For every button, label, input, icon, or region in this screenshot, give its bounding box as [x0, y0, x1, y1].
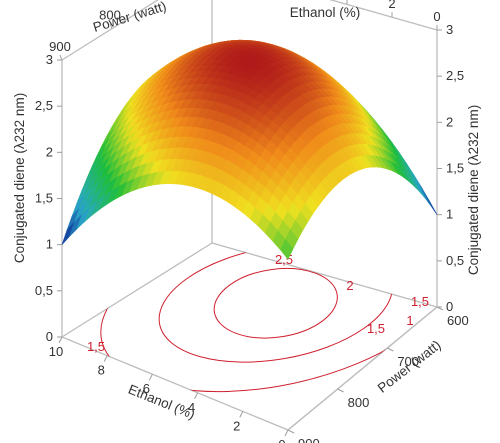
left-z-tick-label: 0	[46, 329, 53, 344]
contour-level-label: 1,5	[411, 294, 429, 309]
front-power-tick-label: 600	[447, 313, 469, 328]
back-power-tick-label: 800	[99, 8, 121, 23]
back-power-axis-title: Power (watt)	[91, 0, 168, 35]
frame-edge	[211, 242, 438, 308]
right-z-tick-label: 3	[446, 22, 453, 37]
power-tick-mark	[387, 347, 394, 352]
contour-labels: 2,521,511,51,5	[87, 252, 429, 354]
frame-edge	[61, 0, 159, 61]
contour-line	[213, 267, 338, 339]
ethanol-tick-mark	[194, 392, 199, 400]
contour-line	[100, 243, 437, 393]
response-surface	[61, 39, 438, 260]
contour-level-label: 1,5	[87, 339, 105, 354]
right-z-axis-title: Conjugated diene (λ232 nm)	[466, 105, 481, 275]
frame-edge	[61, 336, 289, 431]
front-power-tick-label: 700	[397, 354, 419, 369]
left-z-tick-label: 1,5	[35, 191, 53, 206]
front-power-tick-label: 900	[298, 436, 320, 443]
right-z-tick-label: 1	[446, 207, 453, 222]
back-ethanol-axis-title: Ethanol (%)	[290, 5, 361, 20]
left-z-tick-label: 3	[46, 52, 53, 67]
front-ethanol-tick-label: 2	[233, 418, 240, 433]
contour-level-label: 2	[346, 278, 353, 293]
right-z-tick-label: 2	[446, 114, 453, 129]
ethanol-tick-mark	[284, 429, 289, 437]
front-ethanol-tick-label: 8	[98, 363, 105, 378]
ethanol-tick-mark	[103, 355, 108, 362]
back-power-tick-label: 900	[49, 39, 71, 54]
contour-line	[158, 243, 393, 363]
ethanol-tick-mark	[148, 373, 153, 381]
power-tick-mark	[59, 54, 63, 61]
frame-edge	[329, 0, 438, 31]
power-tick-mark	[287, 429, 295, 434]
right-z-tick-label: 2,5	[446, 68, 464, 83]
right-z-tick-label: 1,5	[446, 161, 464, 176]
right-z-tick-label: 0,5	[446, 253, 464, 268]
left-z-tick-label: 2,5	[35, 98, 53, 113]
contour-level-label: 1	[406, 313, 413, 328]
back-ethanol-tick-label: 0	[433, 9, 440, 24]
right-z-tick-label: 0	[446, 299, 453, 314]
back-ethanol-tick-label: 2	[388, 0, 395, 11]
frame-edge	[61, 242, 213, 338]
front-ethanol-tick-label: 6	[143, 381, 150, 396]
surface-patch	[280, 238, 294, 260]
front-power-axis-title: Power (watt)	[375, 337, 444, 395]
ethanol-tick-mark	[58, 336, 63, 344]
contour-level-label: 1,5	[367, 321, 385, 336]
front-ethanol-tick-label: 0	[278, 437, 285, 443]
left-z-tick-label: 1	[46, 237, 53, 252]
ethanol-tick-mark	[239, 411, 244, 418]
front-ethanol-tick-label: 10	[49, 344, 63, 359]
power-tick-mark	[109, 23, 113, 29]
axis-ticks: 000,50,5111,51,5222,52,53310108866442200…	[35, 0, 469, 443]
left-z-tick-label: 2	[46, 144, 53, 159]
power-tick-mark	[337, 388, 344, 393]
frame-edge	[287, 306, 438, 431]
power-tick-mark	[436, 306, 444, 311]
front-power-tick-label: 800	[348, 395, 370, 410]
left-z-axis-title: Conjugated diene (λ232 nm)	[12, 93, 27, 263]
left-z-tick-label: 0,5	[35, 283, 53, 298]
front-ethanol-tick-label: 4	[188, 400, 195, 415]
